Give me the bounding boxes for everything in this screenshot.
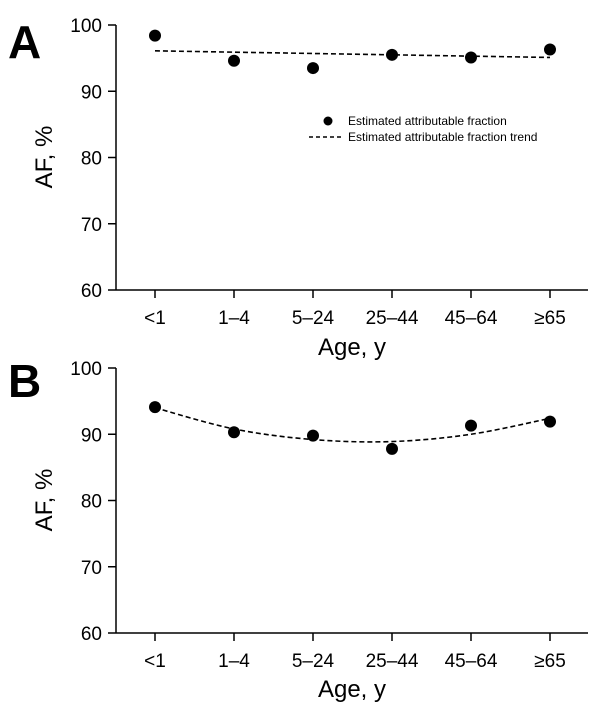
panel-a-trend-line [154,50,551,59]
panel-b-x-tick-label: ≥65 [534,651,566,672]
panel-b-x-tick-label: <1 [144,651,166,672]
panel-a-y-axis-title: AF, % [31,126,58,189]
panel-b-letter: B [8,355,41,407]
panel-b-x-tick-label: 1–4 [218,651,250,672]
panel-a-x-axis-title: Age, y [318,334,386,361]
panel-a-data-point [544,43,556,56]
panel-a-data-point [386,48,398,61]
panel-a: A AF, % Age, y 60 70 80 90 100 <1 1–4 5–24 25–4… [8,16,588,361]
panel-b-x-ticks: <1 1–4 5–24 25–44 45–64 ≥65 [144,633,566,672]
panel-b-x-tick-label: 25–44 [366,651,419,672]
panel-b-trend-line [154,406,551,443]
panel-b-y-tick-label: 70 [81,558,102,579]
panel-b-y-tick-label: 80 [81,492,102,513]
panel-a-y-tick-label: 90 [81,82,102,103]
panel-a-letter: A [8,16,41,68]
panel-b-marks [149,401,556,455]
panel-a-y-tick-label: 80 [81,149,102,170]
panel-b-y-tick-label: 100 [70,359,102,380]
panel-a-data-point [228,54,240,67]
panel-b-x-tick-label: 5–24 [292,651,335,672]
panel-a-x-tick-label: ≥65 [534,308,566,329]
panel-a-x-tick-label: 25–44 [366,308,419,329]
panel-b: B AF, % Age, y 60 70 80 90 100 <1 1–4 5–24 25–4… [8,355,588,703]
panel-b-data-point [386,442,398,455]
panel-a-data-point [149,29,161,42]
panel-a-y-tick-label: 60 [81,281,102,302]
panel-a-x-tick-label: <1 [144,308,166,329]
panel-a-data-point [307,62,319,75]
panel-a-y-tick-label: 70 [81,215,102,236]
panel-b-y-tick-label: 90 [81,425,102,446]
panel-b-y-axis-title: AF, % [31,469,58,532]
panel-a-x-tick-label: 5–24 [292,308,335,329]
panel-b-x-axis-title: Age, y [318,676,386,703]
panel-b-data-point [228,426,240,439]
panel-b-x-tick-label: 45–64 [445,651,498,672]
panel-b-y-ticks: 60 70 80 90 100 [70,359,116,645]
panel-b-y-tick-label: 60 [81,624,102,645]
panel-a-y-tick-label: 100 [70,16,102,37]
legend-label-trend: Estimated attributable fraction trend [348,130,537,144]
legend-label-points: Estimated attributable fraction [348,114,507,128]
panel-a-y-ticks: 60 70 80 90 100 [70,16,116,302]
panel-b-data-point [149,401,161,414]
panel-a-legend: Estimated attributable fraction Estimate… [309,114,537,144]
legend-marker-points [323,116,333,126]
panel-a-x-tick-label: 45–64 [445,308,498,329]
panel-b-data-point [307,429,319,442]
panel-b-data-point [465,419,477,432]
panel-a-x-ticks: <1 1–4 5–24 25–44 45–64 ≥65 [144,290,566,329]
panel-a-data-point [465,51,477,64]
panel-a-x-tick-label: 1–4 [218,308,250,329]
panel-b-data-point [544,415,556,428]
panel-a-marks [149,29,556,75]
